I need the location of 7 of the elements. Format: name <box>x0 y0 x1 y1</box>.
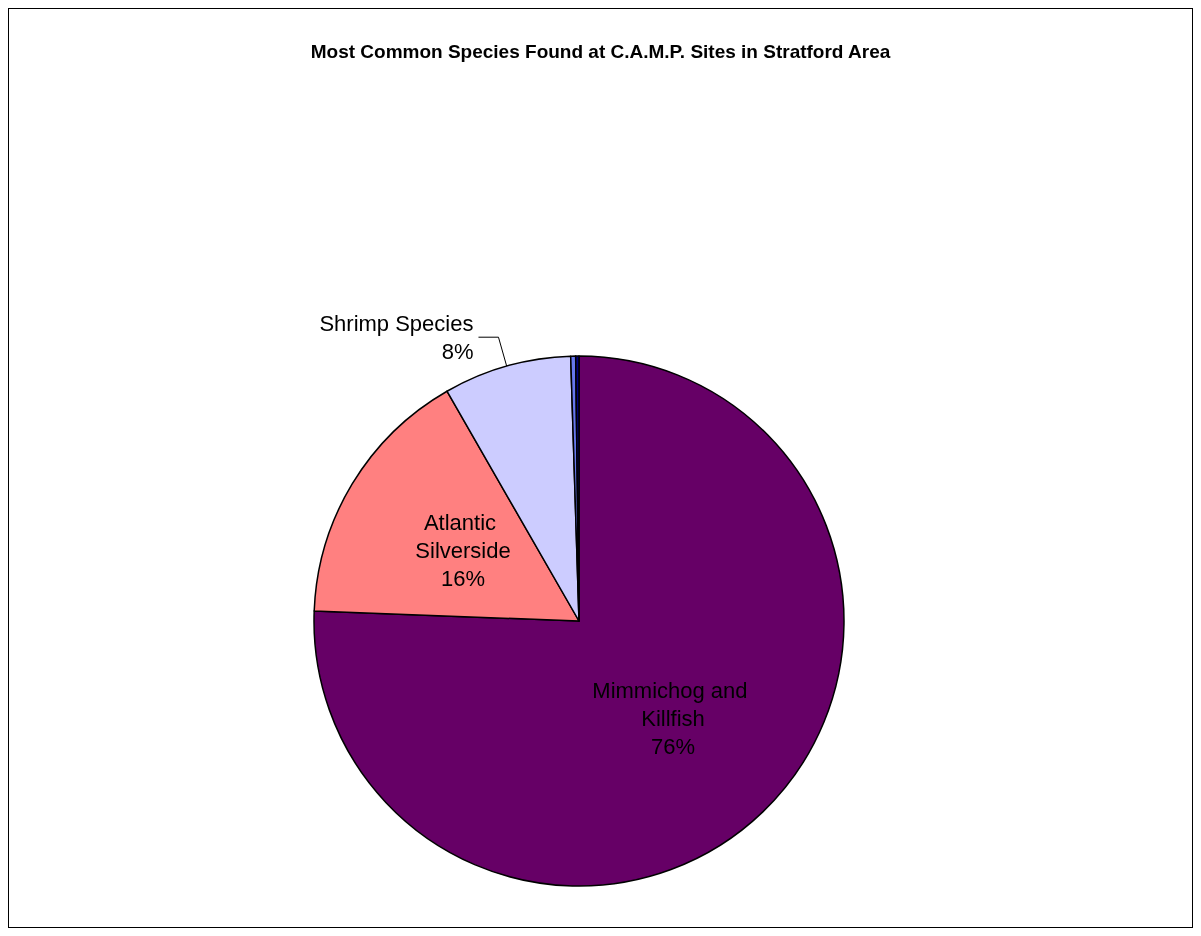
data-label: 76% <box>650 734 696 760</box>
slice-label: Atlantic Silverside <box>415 510 511 564</box>
data-label: 16% <box>441 566 486 592</box>
chart-title: Most Common Species Found at C.A.M.P. Sites in Stratford Area <box>310 41 891 62</box>
data-label: 8% <box>441 338 474 364</box>
slice-label: Mimmichog and Killfish <box>592 678 754 732</box>
slice-label: Shrimp Species <box>319 310 474 336</box>
